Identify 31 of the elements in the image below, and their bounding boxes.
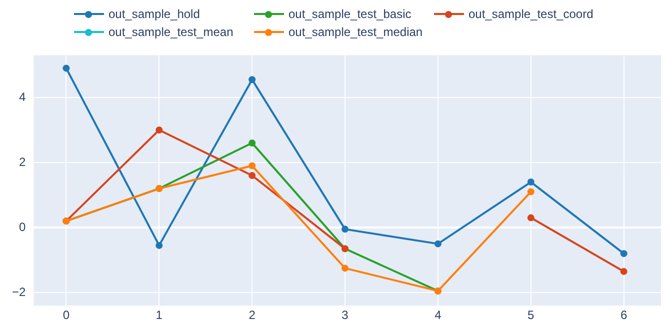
point [156,126,163,134]
point [527,178,534,186]
legend-label: out_sample_hold [108,7,200,21]
point [156,242,163,249]
y-tick-label: −2 [12,284,26,299]
x-tick-label: 4 [434,308,442,322]
point [527,188,534,196]
y-tick-label: 0 [18,220,26,234]
point [248,140,256,147]
point [342,264,349,272]
point [248,162,256,170]
x-tick-label: 6 [620,308,628,322]
point [248,172,256,180]
x-tick-label: 2 [248,308,256,322]
x-tick-label: 1 [156,308,163,322]
legend-label: out_sample_test_median [288,25,423,39]
point [527,214,534,222]
legend-label: out_sample_test_coord [468,7,594,21]
legend-label: out_sample_test_basic [288,7,412,21]
y-tick-label: 2 [18,154,26,169]
x-tick-label: 0 [62,308,70,322]
x-tick-label: 5 [528,308,535,322]
point [434,240,442,248]
point [248,76,256,84]
point [620,268,628,275]
legend-label: out_sample_test_mean [108,25,234,39]
point [342,226,349,233]
y-tick-label: 4 [18,90,26,104]
point [620,250,628,258]
point [62,64,70,72]
x-tick-label: 3 [342,308,349,322]
